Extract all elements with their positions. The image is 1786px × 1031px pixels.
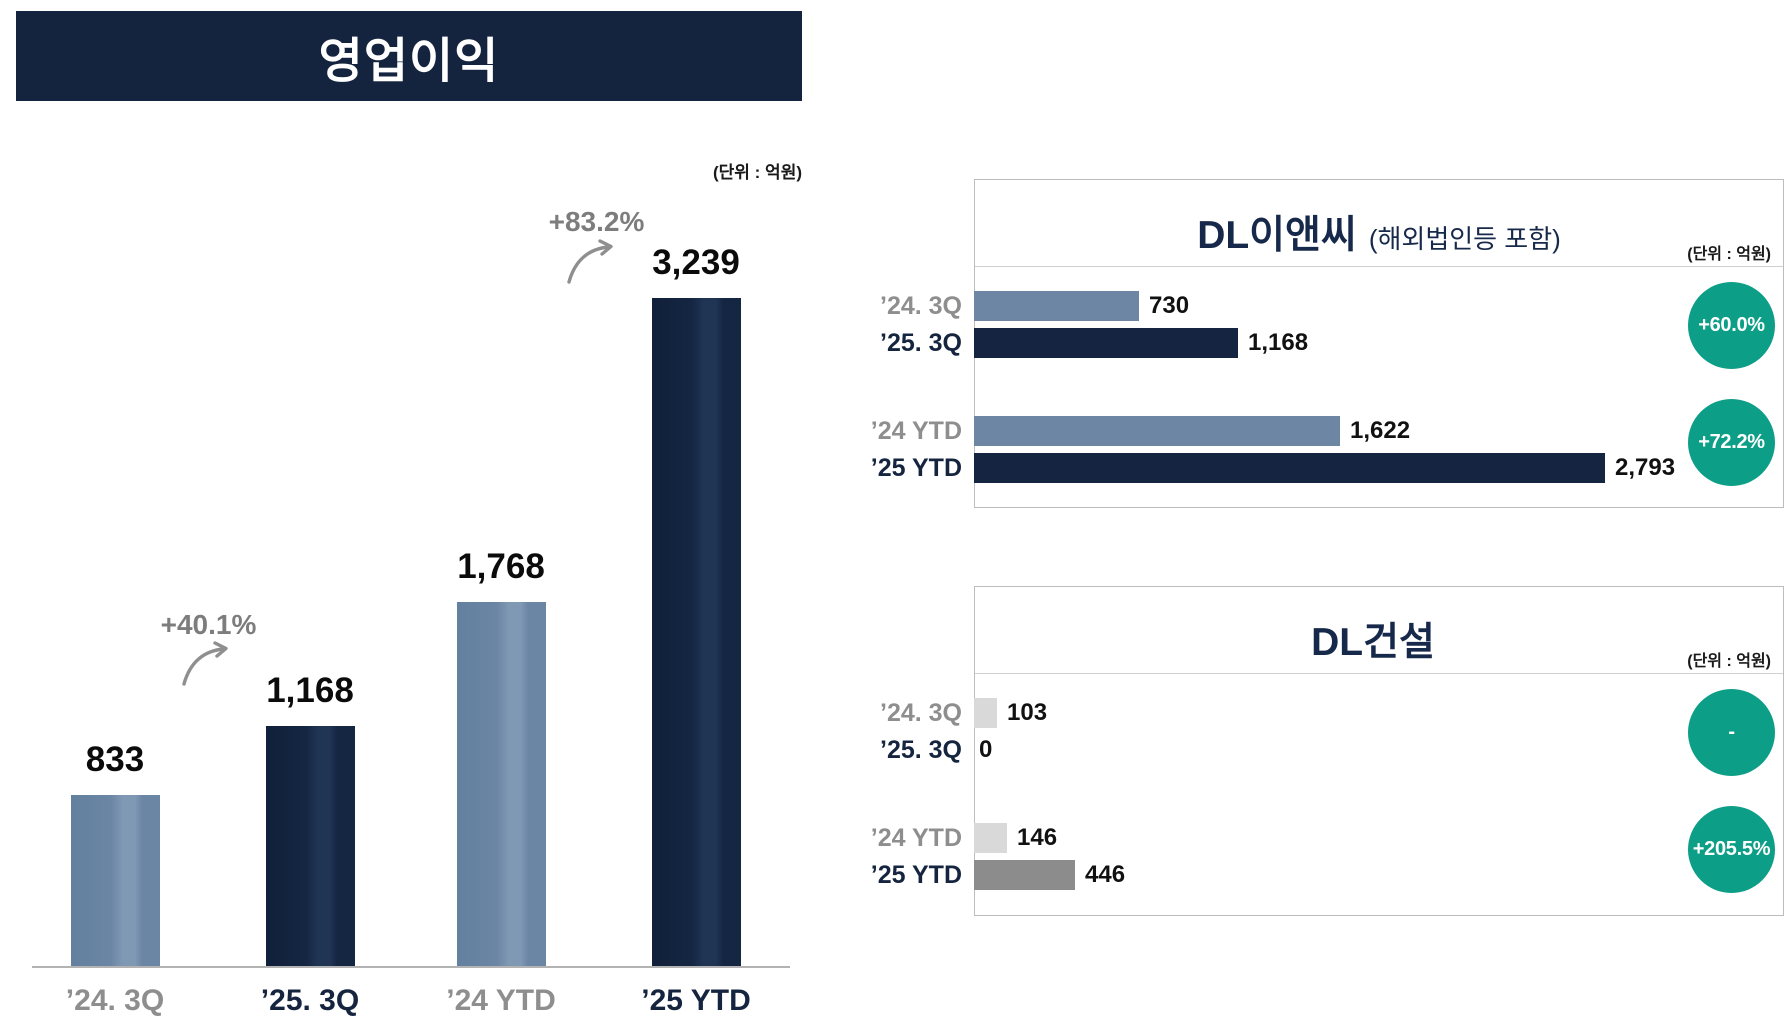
horizontal-bar [974, 416, 1340, 446]
vertical-bar [652, 298, 741, 967]
bar-value-label: 103 [1007, 699, 1048, 726]
bar-value-label: 2,793 [1615, 454, 1676, 481]
row-label: ’24. 3Q [880, 699, 962, 727]
growth-badge: +60.0% [1688, 282, 1775, 369]
horizontal-bar [974, 823, 1007, 853]
horizontal-bar [974, 698, 997, 728]
bar-value-label: 1,168 [1248, 329, 1309, 356]
vertical-bar [71, 795, 160, 967]
growth-badge: +205.5% [1688, 806, 1775, 893]
row-label: ’24 YTD [870, 417, 962, 445]
panel-box: DL건설 (단위 : 억원) [974, 586, 1784, 916]
row-label: ’25. 3Q [880, 736, 962, 764]
horizontal-bar [974, 328, 1238, 358]
x-axis-category-label: ’25 YTD [641, 984, 751, 1017]
panel-header: DL이앤씨 (해외법인등 포함) [975, 180, 1783, 267]
panel-header: DL건설 [975, 587, 1783, 674]
panel-dl-construction: DL건설 (단위 : 억원) ’24. 3Q 103 ’25. 3Q 0 - ’24 YT… [870, 586, 1784, 916]
vertical-bar [457, 602, 546, 967]
unit-label: (단위 : 억원) [1687, 653, 1771, 670]
bar-value-label: 446 [1085, 861, 1126, 888]
panel-subtitle: (해외법인등 포함) [1368, 224, 1561, 254]
x-axis-category-label: ’25. 3Q [260, 984, 360, 1017]
x-axis-category-label: ’24 YTD [446, 984, 556, 1017]
growth-annotation-ytd: +83.2% [548, 206, 645, 237]
bar-value-label: 833 [85, 740, 145, 779]
growth-badge: - [1688, 689, 1775, 776]
bar-value-label: 146 [1017, 824, 1058, 851]
row-label: ’24. 3Q [880, 292, 962, 320]
row-label: ’24 YTD [870, 824, 962, 852]
x-axis-category-label: ’24. 3Q [65, 984, 165, 1017]
bar-value-label: 1,168 [266, 671, 354, 710]
bar-value-label: 730 [1149, 292, 1190, 319]
panel-rows: ’24. 3Q 103 ’25. 3Q 0 - ’24 YTD 146 ’25 YTD 446 +… [870, 586, 1784, 916]
horizontal-bar [974, 453, 1605, 483]
horizontal-bar [974, 291, 1139, 321]
growth-arrow-icon [567, 239, 613, 284]
x-axis-line [32, 966, 790, 968]
growth-arrow-icon [182, 641, 228, 686]
chart-title: 영업이익 [318, 35, 500, 88]
bar-value-label: 0 [979, 736, 993, 763]
row-label: ’25. 3Q [880, 329, 962, 357]
panel-dl-enc: DL이앤씨 (해외법인등 포함) (단위 : 억원) ’24. 3Q 730 ’25… [870, 179, 1784, 508]
row-label: ’25 YTD [870, 861, 962, 889]
panel-title: DL건설 [1311, 621, 1435, 664]
vertical-bar [266, 726, 355, 967]
chart-title-bar: 영업이익 [16, 11, 802, 101]
bar-value-label: 3,239 [652, 243, 740, 282]
growth-annotation-q: +40.1% [160, 609, 257, 640]
row-label: ’25 YTD [870, 454, 962, 482]
unit-label: (단위 : 억원) [1687, 246, 1771, 263]
horizontal-bar [974, 860, 1075, 890]
bar-value-label: 1,622 [1350, 417, 1411, 444]
panel-rows: ’24. 3Q 730 ’25. 3Q 1,168 +60.0% ’24 YTD 1,622… [870, 179, 1784, 508]
growth-badge: +72.2% [1688, 399, 1775, 486]
unit-label: (단위 : 억원) [713, 163, 802, 182]
panel-title: DL이앤씨 [1197, 214, 1357, 257]
bar-value-label: 1,768 [457, 547, 545, 586]
